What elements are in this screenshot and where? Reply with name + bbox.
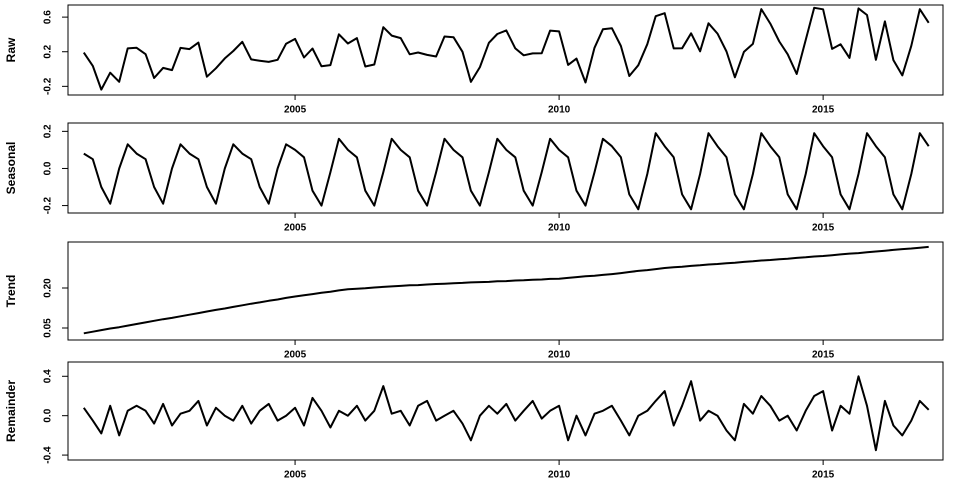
- data-line: [82, 6, 930, 91]
- y-axis-label: Trend: [4, 275, 18, 308]
- panel-frame: [67, 241, 944, 341]
- y-tick-label: 0.2: [43, 124, 54, 138]
- panel-frame: [67, 122, 944, 214]
- data-line: [83, 132, 930, 211]
- x-tick-label: 2010: [548, 105, 571, 116]
- y-tick-label: 0.6: [43, 10, 54, 24]
- y-tick-label: 0.2: [43, 44, 54, 58]
- data-line: [83, 245, 929, 335]
- panel-frame: [67, 361, 944, 461]
- x-tick-label: 2015: [812, 223, 835, 234]
- y-tick-label: 0.4: [43, 369, 54, 383]
- x-tick-label: 2005: [284, 350, 307, 361]
- x-tick-label: 2010: [548, 350, 571, 361]
- x-tick-label: 2010: [548, 223, 571, 234]
- y-tick-label: 0.0: [43, 408, 54, 422]
- x-tick-label: 2005: [284, 105, 307, 116]
- x-tick-label: 2015: [812, 350, 835, 361]
- y-axis-label: Seasonal: [4, 142, 18, 195]
- y-tick-label: 0.0: [43, 161, 54, 175]
- y-axis-label: Raw: [4, 37, 18, 62]
- x-tick-label: 2015: [812, 105, 835, 116]
- y-tick-label: 0.05: [43, 318, 54, 338]
- y-tick-label: -0.4: [43, 446, 54, 464]
- x-tick-label: 2005: [284, 470, 307, 481]
- panel-frame: [67, 4, 944, 96]
- y-tick-label: -0.2: [43, 77, 54, 95]
- data-line: [82, 375, 930, 452]
- y-tick-label: -0.2: [43, 197, 54, 215]
- x-tick-label: 2010: [548, 470, 571, 481]
- x-tick-label: 2015: [812, 470, 835, 481]
- y-tick-label: 0.20: [43, 278, 54, 298]
- x-tick-label: 2005: [284, 223, 307, 234]
- y-axis-label: Remainder: [4, 380, 18, 442]
